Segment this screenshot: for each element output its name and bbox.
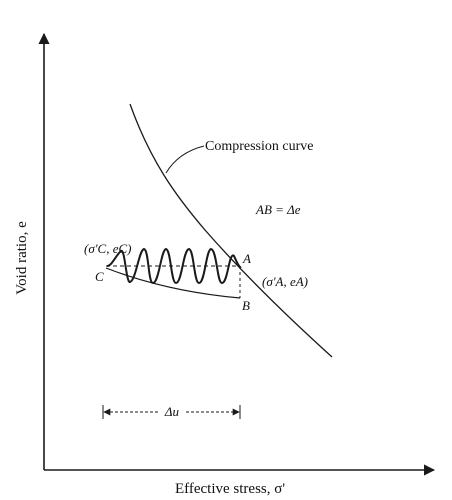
compression-curve-label: Compression curve <box>205 139 313 154</box>
cyclic-oscillation-curve <box>106 247 242 285</box>
ab-equals-delta-e-label: AB = Δe <box>255 202 301 217</box>
delta-u-dimension <box>102 405 241 419</box>
point-a-coordinates: (σ'A, eA) <box>262 274 308 289</box>
axes <box>38 32 436 476</box>
compression-curve <box>129 103 333 358</box>
x-axis-title: Effective stress, σ' <box>175 481 285 497</box>
point-c-coordinates: (σ'C, eC) <box>84 241 131 256</box>
point-c-label: C <box>95 269 104 284</box>
delta-u-label: Δu <box>164 404 180 419</box>
point-b-label: B <box>242 298 250 313</box>
point-a-label: A <box>242 251 251 266</box>
compression-curve-leader <box>165 145 205 174</box>
recompression-curve-c-to-b <box>105 267 241 299</box>
y-axis-title: Void ratio, e <box>14 221 30 295</box>
